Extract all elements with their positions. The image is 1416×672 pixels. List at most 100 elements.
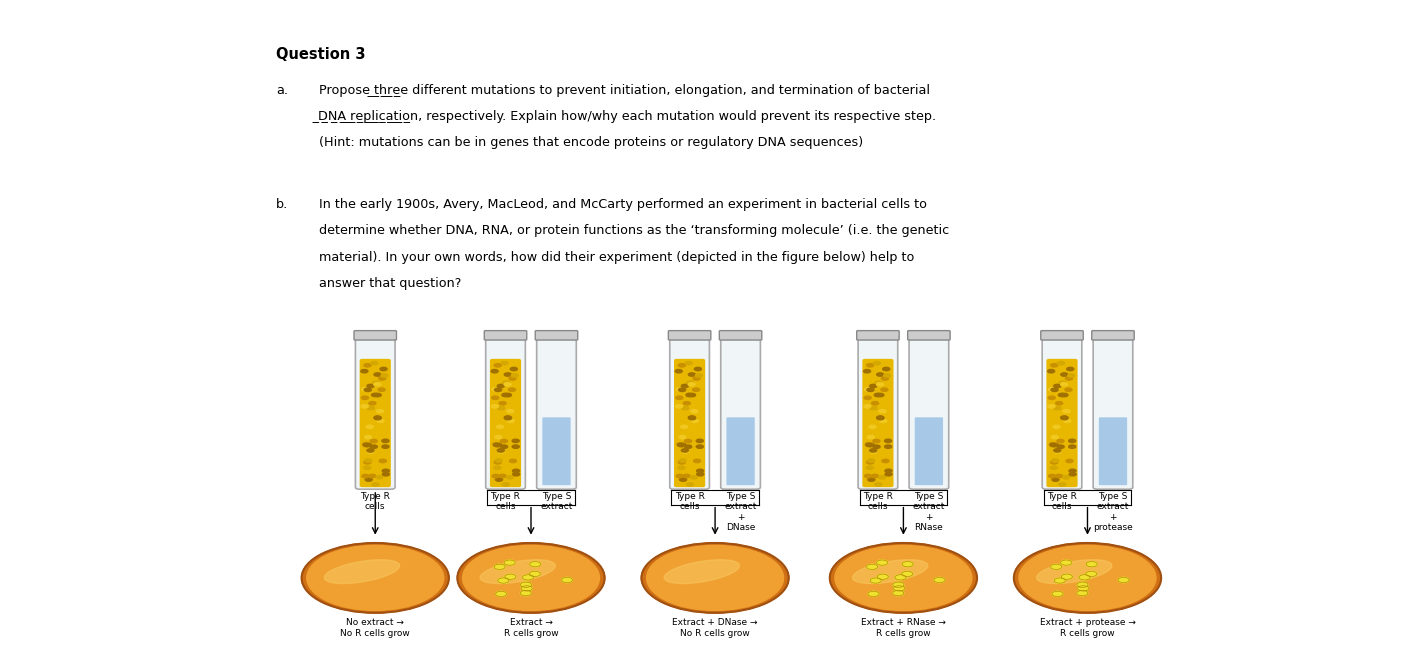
Circle shape (494, 466, 501, 470)
Circle shape (494, 388, 501, 392)
Circle shape (371, 445, 378, 448)
Circle shape (877, 560, 888, 565)
Circle shape (675, 388, 683, 391)
Circle shape (697, 472, 704, 476)
Circle shape (362, 474, 370, 478)
Text: Extract + RNase →
R cells grow: Extract + RNase → R cells grow (861, 618, 946, 638)
Circle shape (874, 393, 881, 396)
Circle shape (869, 384, 877, 388)
Circle shape (885, 469, 892, 472)
Circle shape (377, 419, 384, 423)
Circle shape (684, 439, 691, 443)
Circle shape (895, 575, 906, 580)
FancyBboxPatch shape (360, 359, 391, 487)
Circle shape (1048, 388, 1055, 391)
Text: Type R
cells: Type R cells (1046, 492, 1078, 511)
Circle shape (1119, 577, 1129, 583)
Circle shape (501, 393, 508, 396)
Text: Propose ̲t̲h̲r̲e̲e different mutations to prevent initiation, elongation, and te: Propose ̲t̲h̲r̲e̲e different mutations t… (319, 84, 929, 97)
FancyBboxPatch shape (490, 359, 521, 487)
Circle shape (463, 546, 599, 610)
Circle shape (677, 474, 684, 478)
Circle shape (513, 469, 520, 472)
Circle shape (374, 417, 381, 420)
Circle shape (690, 476, 697, 479)
Circle shape (367, 449, 374, 452)
Circle shape (382, 445, 389, 448)
Circle shape (520, 591, 531, 595)
Circle shape (504, 416, 511, 419)
Circle shape (1049, 444, 1056, 447)
Circle shape (503, 482, 510, 486)
Circle shape (697, 439, 704, 443)
Circle shape (1048, 370, 1055, 373)
FancyBboxPatch shape (857, 331, 899, 340)
Circle shape (367, 407, 374, 410)
Circle shape (1055, 402, 1062, 405)
Circle shape (678, 435, 685, 439)
Circle shape (1048, 396, 1055, 399)
Circle shape (641, 543, 789, 613)
Circle shape (494, 460, 501, 464)
Circle shape (491, 396, 498, 399)
Circle shape (878, 574, 888, 579)
Circle shape (830, 543, 977, 613)
Circle shape (506, 476, 513, 479)
Circle shape (877, 393, 884, 396)
Circle shape (1079, 575, 1090, 580)
Circle shape (691, 409, 698, 413)
Circle shape (1051, 564, 1062, 569)
Circle shape (513, 472, 520, 476)
Text: No extract →
No R cells grow: No extract → No R cells grow (340, 618, 411, 638)
Circle shape (491, 370, 498, 373)
Circle shape (374, 382, 381, 386)
Circle shape (868, 459, 875, 462)
Circle shape (382, 472, 389, 476)
Circle shape (867, 460, 874, 464)
Circle shape (877, 416, 884, 419)
Circle shape (685, 445, 692, 448)
Circle shape (307, 546, 443, 610)
Circle shape (680, 459, 687, 462)
Circle shape (498, 402, 506, 405)
Circle shape (688, 382, 695, 386)
Circle shape (365, 459, 372, 462)
Text: ̲D̲N̲A̲ ̲r̲e̲p̲l̲i̲c̲a̲t̲i̲o̲n, respectively. Explain how/why each mutation woul: ̲D̲N̲A̲ ̲r̲e̲p̲l̲i̲c̲a̲t̲i̲o̲n, respecti… (319, 110, 937, 123)
Circle shape (681, 449, 688, 452)
Circle shape (497, 450, 504, 454)
Circle shape (457, 543, 605, 613)
Circle shape (869, 449, 877, 452)
Circle shape (675, 396, 683, 399)
Circle shape (688, 417, 695, 420)
Circle shape (1052, 459, 1059, 462)
Circle shape (867, 564, 878, 569)
Circle shape (885, 439, 892, 443)
Circle shape (1068, 374, 1075, 377)
Circle shape (367, 384, 374, 388)
FancyBboxPatch shape (1092, 331, 1134, 340)
Circle shape (361, 396, 368, 399)
Circle shape (881, 377, 888, 380)
FancyBboxPatch shape (726, 417, 755, 485)
Circle shape (361, 388, 368, 391)
Circle shape (508, 377, 515, 380)
Circle shape (362, 444, 370, 447)
Circle shape (688, 393, 695, 396)
Circle shape (1061, 373, 1068, 376)
Circle shape (687, 482, 694, 486)
Circle shape (1056, 439, 1063, 443)
Circle shape (364, 364, 371, 367)
Circle shape (688, 373, 695, 376)
Circle shape (364, 388, 371, 392)
Circle shape (1059, 482, 1066, 486)
Circle shape (885, 445, 892, 448)
Circle shape (1069, 472, 1076, 476)
Circle shape (697, 469, 704, 472)
FancyBboxPatch shape (909, 337, 949, 489)
Circle shape (364, 466, 371, 470)
Circle shape (1086, 571, 1097, 577)
Circle shape (368, 474, 375, 478)
FancyBboxPatch shape (670, 337, 709, 489)
Circle shape (367, 450, 374, 454)
Circle shape (364, 460, 371, 464)
